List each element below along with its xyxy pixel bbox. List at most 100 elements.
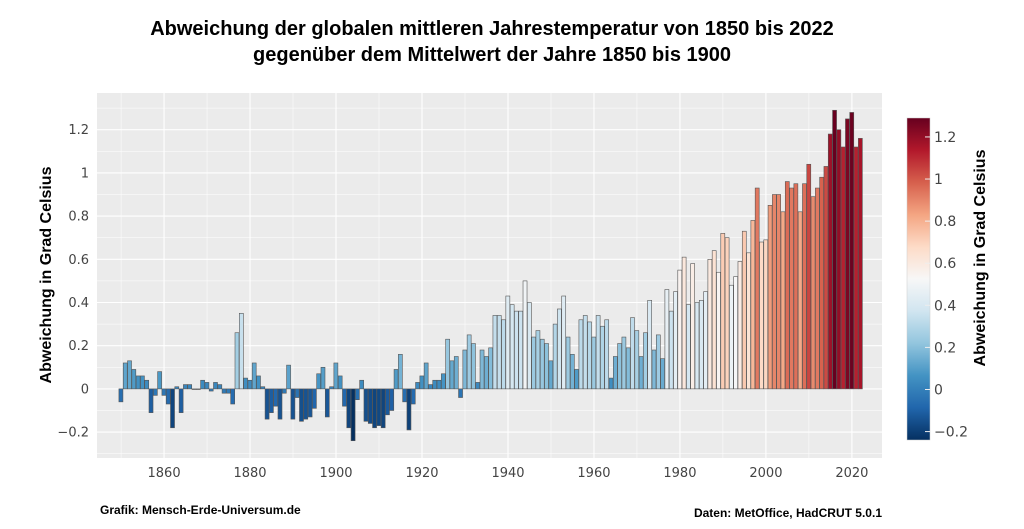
colorbar-label: Abweichung in Grad Celsius (972, 149, 989, 366)
bar-1993 (733, 276, 738, 390)
bar-1996 (746, 252, 751, 390)
bar-1990 (720, 233, 726, 390)
colorbar-tick-label: 1.2 (934, 130, 956, 146)
bar-1932 (471, 343, 476, 390)
colorbar-tick-label: 0.8 (934, 214, 956, 230)
bar-2021 (853, 146, 859, 390)
bar-1928 (453, 356, 459, 390)
bar-1870 (204, 382, 210, 390)
bar-2006 (789, 187, 794, 390)
bar-1961 (595, 315, 601, 390)
colorbar-tick-label: 0.4 (934, 298, 956, 314)
bar-1992 (729, 284, 734, 390)
x-tick-label: 2000 (749, 466, 782, 481)
bar-1994 (737, 261, 743, 390)
bar-1877 (234, 332, 240, 390)
bar-1923 (432, 379, 438, 390)
bar-1890 (290, 388, 296, 420)
bar-1911 (380, 388, 386, 429)
bar-1916 (402, 388, 407, 403)
bar-1907 (363, 388, 369, 422)
bar-1858 (153, 388, 158, 396)
bar-1974 (651, 349, 657, 390)
bar-1944 (522, 280, 528, 390)
bar-1852 (127, 360, 132, 390)
bar-1860 (161, 388, 167, 396)
bar-1874 (221, 388, 227, 394)
bar-1920 (419, 375, 425, 390)
bar-1969 (630, 317, 635, 390)
y-tick-label: 0.4 (68, 296, 89, 311)
bar-1917 (406, 388, 412, 431)
bar-2020 (849, 112, 855, 390)
bar-1995 (741, 230, 747, 390)
bars (118, 109, 863, 442)
bar-1988 (711, 250, 717, 390)
bar-1885 (269, 388, 274, 413)
bar-1938 (496, 315, 502, 390)
bar-1880 (247, 379, 253, 390)
bar-2002 (772, 194, 777, 390)
bar-1998 (754, 187, 760, 390)
bar-1926 (445, 338, 450, 390)
bar-1945 (527, 302, 532, 390)
bar-1953 (561, 295, 567, 390)
bar-1857 (148, 388, 154, 413)
bar-1929 (458, 388, 463, 398)
bar-1952 (557, 308, 562, 390)
x-tick-label: 1920 (405, 466, 438, 481)
bar-1979 (673, 291, 678, 390)
bar-1909 (372, 388, 377, 429)
bar-1987 (707, 258, 713, 390)
bar-1899 (329, 386, 334, 390)
bar-2016 (832, 109, 837, 390)
bar-1854 (135, 375, 141, 390)
bar-2009 (802, 183, 807, 390)
bar-1978 (668, 310, 674, 390)
bar-1866 (187, 384, 193, 390)
bar-1933 (475, 382, 481, 390)
colorbar-tick-label: 0.2 (934, 340, 956, 356)
bar-1875 (226, 388, 231, 394)
bar-2014 (823, 166, 829, 390)
bar-1882 (256, 375, 261, 390)
bar-1973 (647, 300, 653, 390)
bar-1902 (342, 388, 347, 407)
bar-1964 (608, 377, 614, 390)
colorbar-tick-label: 0 (934, 382, 943, 398)
y-tick-label: 0.6 (68, 253, 89, 268)
bar-1862 (170, 388, 175, 429)
bar-1971 (638, 356, 644, 390)
bar-2001 (767, 205, 773, 390)
x-axis-ticks: 1860 1880 1900 1920 1940 1960 1980 2000 2020 (148, 466, 869, 481)
bar-1989 (716, 271, 721, 390)
bar-1960 (591, 336, 597, 390)
bar-1930 (462, 349, 468, 390)
bar-1942 (514, 310, 519, 390)
bar-2010 (806, 163, 812, 390)
bar-1954 (565, 336, 571, 390)
x-tick-label: 1880 (233, 466, 266, 481)
bar-2022 (858, 138, 863, 390)
x-tick-label: 1980 (663, 466, 696, 481)
bar-1950 (548, 360, 554, 390)
bar-1936 (488, 347, 493, 390)
y-axis-ticks: −0.2 0 0.2 0.4 0.6 0.8 1 1.2 (57, 123, 89, 440)
colorbar-tick-label: 0.6 (934, 256, 956, 272)
bar-1861 (165, 388, 171, 405)
bar-2017 (836, 129, 842, 390)
y-tick-label: 1 (81, 166, 89, 181)
bar-1918 (410, 388, 416, 405)
bar-1941 (509, 304, 515, 390)
x-tick-label: 1940 (491, 466, 524, 481)
bar-1919 (415, 382, 420, 390)
bar-1865 (183, 384, 188, 390)
bar-1959 (587, 321, 592, 390)
bar-1939 (501, 319, 506, 390)
bar-1949 (544, 343, 549, 390)
credit-text: Grafik: Mensch-Erde-Universum.de (100, 503, 301, 517)
bar-1999 (759, 241, 764, 390)
bar-1951 (552, 323, 558, 390)
bar-1943 (518, 310, 524, 390)
bar-2013 (819, 176, 824, 390)
